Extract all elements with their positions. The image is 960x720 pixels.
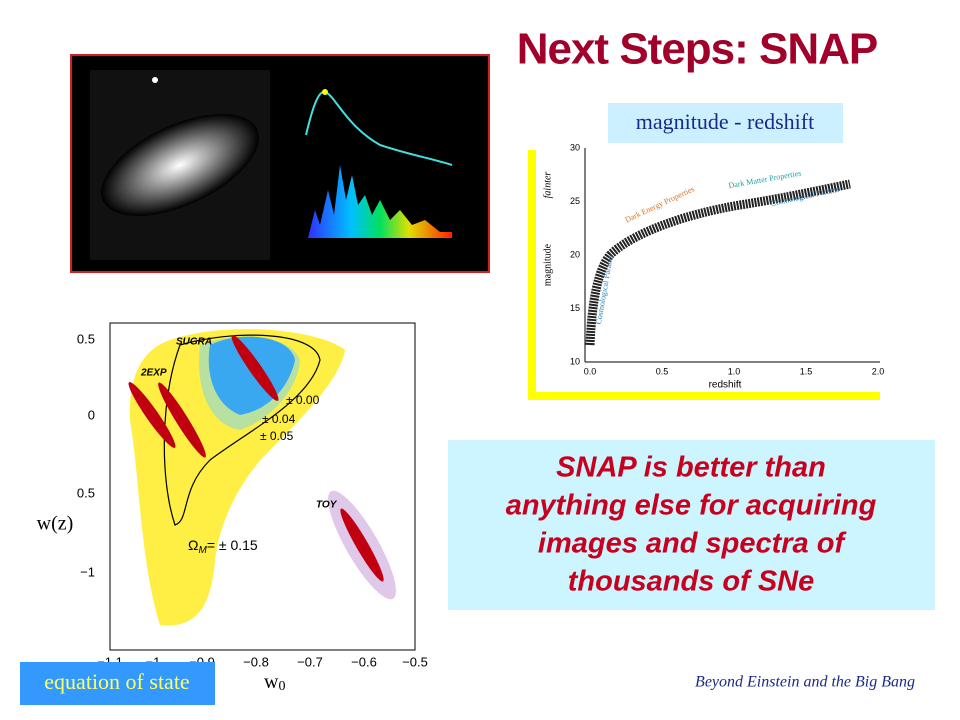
plot-annotation: SUGRA <box>176 337 212 348</box>
ellipse-toy <box>340 508 384 582</box>
y-tick-label: −1 <box>80 564 95 579</box>
x-tick-label: −0.7 <box>297 654 323 669</box>
callout-line: anything else for acquiring <box>506 490 877 522</box>
y-tick-label: 25 <box>570 196 580 206</box>
omega-part: M <box>198 545 207 556</box>
y-tick-label: 15 <box>570 303 580 313</box>
omega-band <box>129 329 345 626</box>
y-tick-label: 30 <box>570 142 580 152</box>
x-tick-label: −0.8 <box>243 654 269 669</box>
callout-line: images and spectra of <box>538 528 848 560</box>
footer: Beyond Einstein and the Big Bang <box>695 674 915 691</box>
label-box <box>608 103 843 143</box>
x-axis-sub: 0 <box>278 679 285 694</box>
ellipse-2exp-b <box>158 382 206 458</box>
sn-points <box>585 179 851 346</box>
y-axis-note: fainter <box>542 172 553 199</box>
callout-line: SNAP is better than <box>556 452 826 484</box>
light-curve <box>305 90 453 166</box>
x-tick-label: 0.0 <box>584 366 597 376</box>
x-axis-main: w <box>264 671 279 693</box>
omega-label: ΩM= ± 0.15 <box>188 537 258 556</box>
plot-annotation: ± 0.05 <box>260 429 294 443</box>
ellipse-sugra <box>231 335 279 401</box>
y-tick-label: 0 <box>88 407 95 422</box>
x-tick-label: 1.0 <box>728 366 741 376</box>
y-tick-label: 20 <box>570 249 580 259</box>
plot-annotation: TOY <box>316 500 338 511</box>
star <box>152 77 158 83</box>
caption-box <box>20 662 215 705</box>
x-tick-label: 2.0 <box>872 366 885 376</box>
y-tick-label: 0.5 <box>77 331 95 346</box>
x-tick-label: −0.5 <box>402 654 428 669</box>
galaxy <box>101 113 259 217</box>
y-tick-label: 10 <box>570 356 580 366</box>
contour-line <box>163 334 321 526</box>
x-axis-title: w0 <box>264 671 285 695</box>
plot-annotation: ± 0.04 <box>262 412 296 426</box>
x-tick-label: 0.5 <box>656 366 669 376</box>
slide-title: Next Steps: SNAP <box>517 25 878 74</box>
peak-marker <box>322 89 328 95</box>
y-axis-title: magnitude <box>542 243 553 286</box>
x-axis-title: redshift <box>709 380 742 391</box>
plot-frame <box>528 150 880 400</box>
spectrum <box>308 165 452 238</box>
plot-annotation: ± 0.00 <box>286 393 320 407</box>
y-tick-label: 0.5 <box>77 485 95 500</box>
callout-text: SNAP is better than anything else for acq… <box>506 452 877 598</box>
ellipse-2exp-a <box>128 382 176 448</box>
omega-part: Ω <box>188 537 198 553</box>
x-tick-label: 1.5 <box>800 366 813 376</box>
x-tick-label: −0.6 <box>351 654 377 669</box>
omega-part: = ± 0.15 <box>207 537 258 553</box>
callout-line: thousands of SNe <box>568 566 815 598</box>
callout-box <box>448 440 935 610</box>
y-axis-title: w(z) <box>37 513 74 535</box>
plot-annotation: 2EXP <box>140 368 167 379</box>
plot-label: magnitude - redshift <box>636 109 814 134</box>
caption: equation of state <box>44 669 189 694</box>
